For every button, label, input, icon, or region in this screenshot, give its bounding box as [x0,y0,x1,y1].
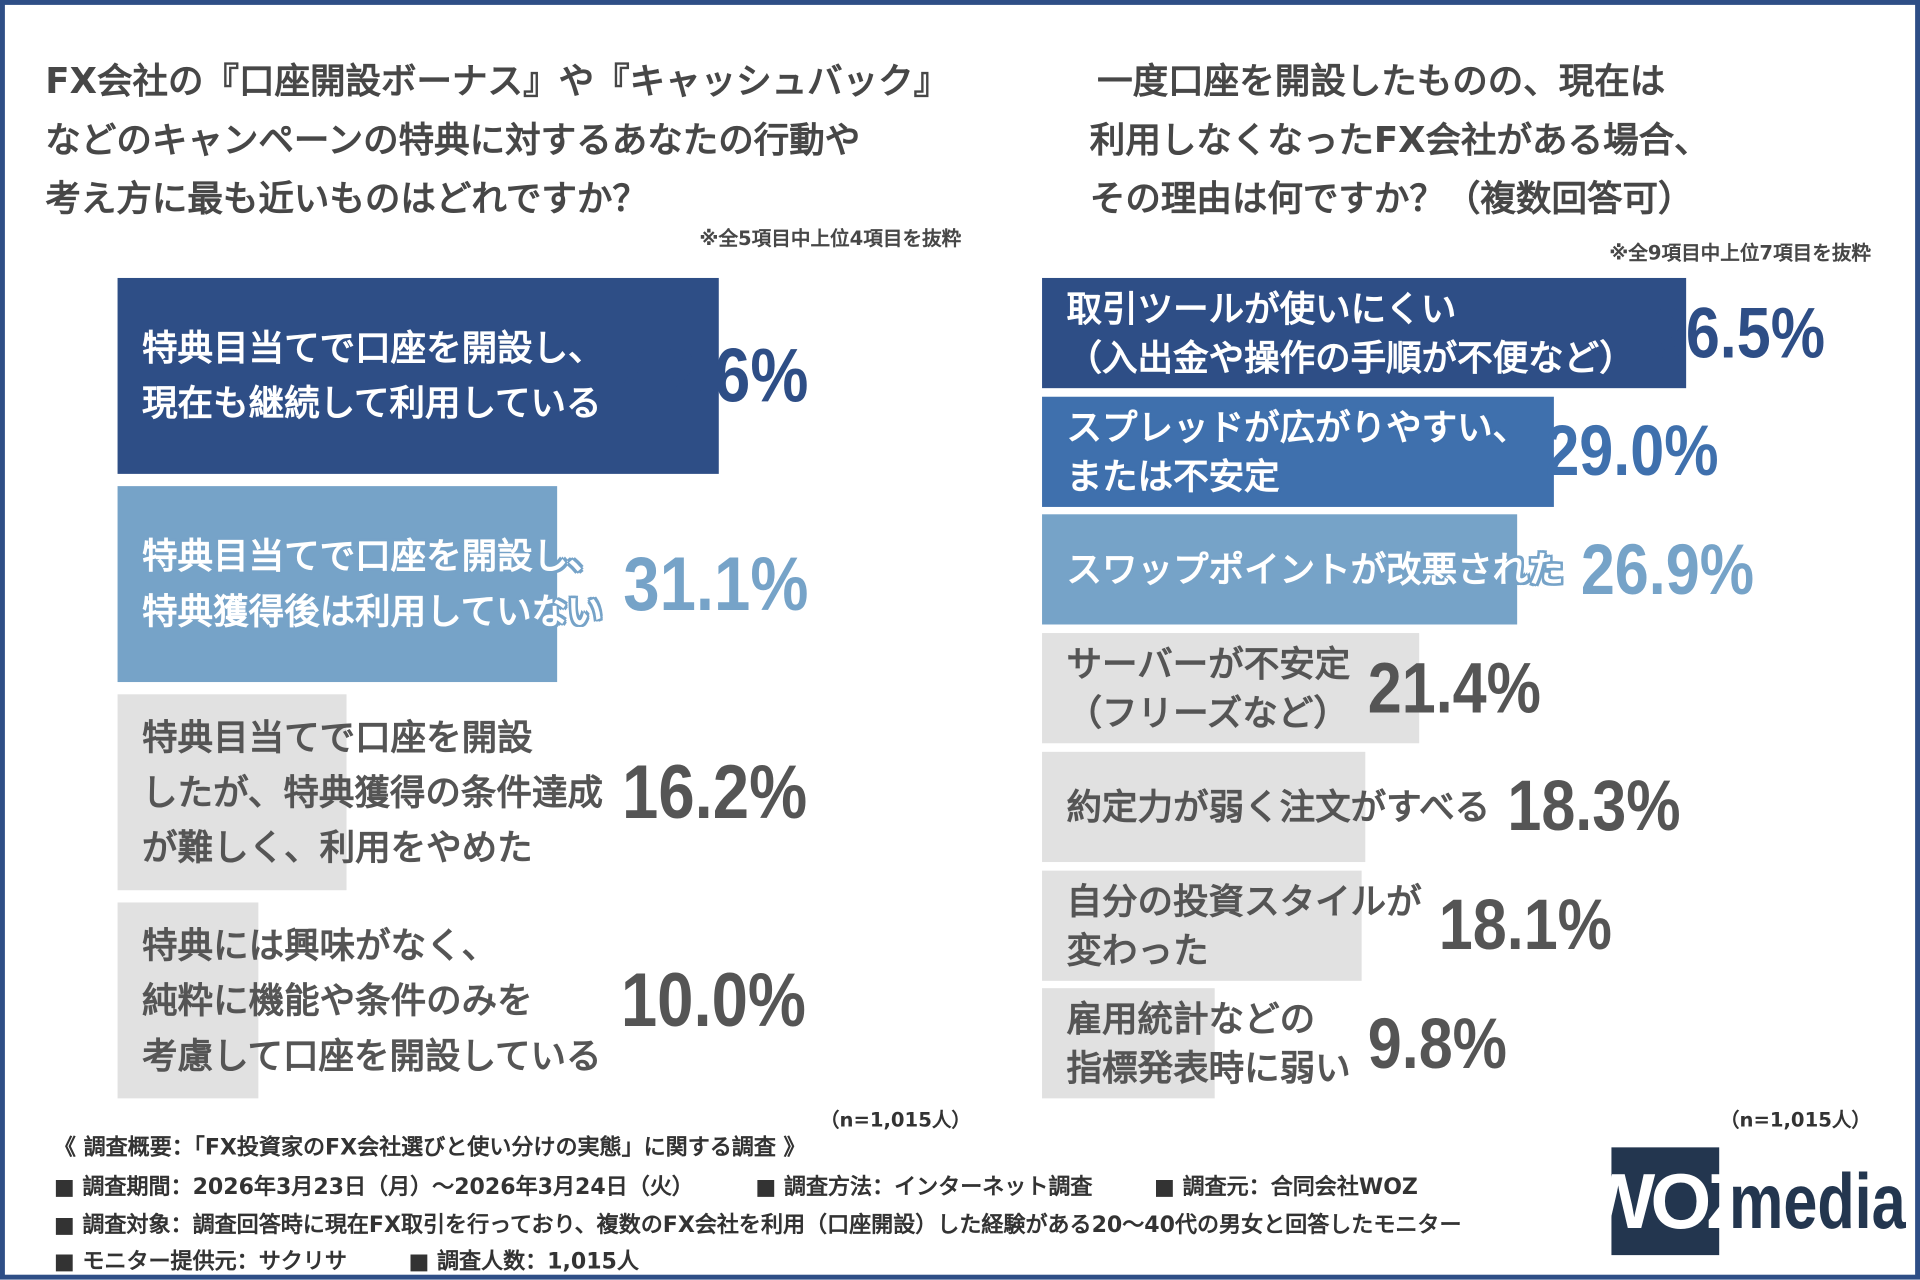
bar-row: 特典には興味がなく、 純粋に機能や条件のみを 考慮して口座を開設している 10.0% [117,902,837,1099]
right-sample-size: （n=1,015人） [1719,1108,1872,1132]
value-label: 10.0% [621,958,807,1043]
survey-count: ■ 調査人数：1,015人 [408,1248,639,1275]
title-line: 利用しなくなったFX会社がある場合、 [1089,118,1710,161]
value-label: 18.3% [1507,766,1681,847]
bar-label-line: 特典獲得後は利用していない [142,590,603,632]
value-label: 21.4% [1367,648,1541,729]
value-label: 9.8% [1367,1003,1508,1084]
bar [1042,988,1215,1099]
bar-label-line: 特典目当てで口座を開設 [142,715,533,758]
bar-label-line: スワップポイントが改悪された [1066,549,1564,591]
bar-label-line: 変わった [1066,928,1209,971]
logo-text: media [1728,1157,1906,1246]
left-chart-note: ※全5項目中上位4項目を抜粋 [699,226,962,250]
left-sample-size: （n=1,015人） [819,1108,972,1132]
bar-row: 特典目当てで口座を開設し、 現在も継続して利用している 42.6% [117,277,839,474]
bar-label-line: 指標発表時に弱い [1066,1047,1351,1089]
bar-label: 自分の投資スタイルが 変わった [1042,876,1422,974]
bar-label: 約定力が弱く注文がすべる [1042,782,1491,831]
bar-label-line: 雇用統計などの [1066,998,1316,1040]
value-label: 29.0% [1545,411,1719,492]
bar-label: スワップポイントが改悪された [1042,545,1564,594]
survey-method: ■ 調査方法：インターネット調査 [755,1174,1093,1201]
bar-label: 特典目当てで口座を開設したが、特典獲得の条件達成 が難しく、利用をやめた [118,710,603,875]
bar-label-line: サーバーが不安定 [1066,642,1351,685]
title-line: などのキャンペーンの特典に対するあなたの行動や [45,118,861,161]
title-line: 一度口座を開設したものの、現在は [1097,60,1666,102]
bar-label: 特典には興味がなく、 純粋に機能や条件のみを考慮して口座を開設している [118,918,602,1083]
bar-label-line: または不安定 [1066,455,1280,497]
bar-label-line: 特典目当てで口座を開設し、 [142,326,604,369]
logo-box: WOZ [1581,1147,1754,1256]
bar-label: サーバーが不安定 （フリーズなど） [1042,639,1351,737]
bar-label-line: 純粋に機能や条件のみを [142,978,533,1021]
survey-heading: 《 調査概要：「FX投資家のFX会社選びと使い分けの実態」に関する調査 》 [53,1135,806,1161]
bar-label-line: 考慮して口座を開設している [142,1034,602,1076]
left-chart-title: FX会社の『口座開設ボーナス』や『キャッシュバック』 などのキャンペーンの特典に… [45,51,949,227]
survey-row-1: ■ 調査期間：2026年3月23日（月）～2026年3月24日（火） ■ 調査方… [54,1169,1472,1201]
right-chart-note: ※全9項目中上位7項目を抜粋 [1609,241,1872,265]
survey-target: ■ 調査対象：調査回答時に現在FX取引を行っており、複数のFX会社を利用（口座開… [53,1212,1462,1238]
bar-label-line: スプレッドが広がりやすい、 [1066,406,1529,448]
value-label: 36.5% [1651,293,1826,373]
bar-row: スプレッドが広がりやすい、 または不安定 29.0% [1042,396,1747,507]
bar-label: スプレッドが広がりやすい、 または不安定 [1042,402,1529,500]
bar-row: 自分の投資スタイルが 変わった 18.1% [1042,870,1640,981]
survey-row-3: ■ モニター提供元：サクリサ ■ 調査人数：1,015人 [54,1244,693,1276]
survey-period: ■ 調査期間：2026年3月23日（月）～2026年3月24日（火） [53,1174,694,1201]
bar [1042,870,1362,981]
bar-label-line: （入出金や操作の手順が不便など） [1066,336,1635,379]
value-label: 18.1% [1438,885,1613,965]
bar [1042,396,1554,507]
bar-row: 雇用統計などの 指標発表時に弱い 9.8% [1042,988,1530,1099]
bar-label-line: 取引ツールが使いにくい [1066,287,1457,330]
bar [1042,751,1365,862]
bar-row: サーバーが不安定 （フリーズなど） 21.4% [1042,633,1569,744]
bar-label: 雇用統計などの 指標発表時に弱い [1042,995,1351,1093]
value-label: 42.6% [623,333,809,419]
bar-label-line: 現在も継続して利用している [142,382,602,424]
value-label: 26.9% [1580,530,1755,610]
bar-label: 取引ツールが使いにくい （入出金や操作の手順が不便など） [1042,284,1635,382]
bar-label-line: 約定力が弱く注文がすべる [1066,785,1491,828]
bar [1042,633,1420,744]
survey-provider: ■ モニター提供元：サクリサ [53,1248,347,1275]
value-label: 16.2% [622,750,808,835]
bar-label-line: 自分の投資スタイルが [1066,879,1422,922]
bar-row: スワップポイントが改悪された 26.9% [1042,514,1782,625]
bar-label-line: したが、特典獲得の条件達成 [142,770,603,813]
bar [117,902,259,1099]
bar-row: 取引ツールが使いにくい （入出金や操作の手順が不便など） 36.5% [1042,277,1853,389]
right-chart-title: 一度口座を開設したものの、現在は 利用しなくなったFX会社がある場合、 その理由… [1090,51,1710,227]
bar-label-line: が難しく、利用をやめた [142,825,533,868]
title-line: その理由は何ですか？（複数回答可） [1089,177,1694,220]
bar-label-line: （フリーズなど） [1066,691,1349,734]
survey-source: ■ 調査元：合同会社WOZ [1154,1174,1418,1201]
bar-row: 約定力が弱く注文がすべる 18.3% [1042,751,1709,862]
bar [117,694,347,891]
bar-label-line: 特典目当てで口座を開設し、 [142,535,604,577]
bar-row: 特典目当てで口座を開設し、 特典獲得後は利用していない 31.1% [117,486,839,683]
title-line: 考え方に最も近いものはどれですか？ [45,177,648,220]
title-line: FX会社の『口座開設ボーナス』や『キャッシュバック』 [45,60,950,102]
bar-label: 特典目当てで口座を開設し、 特典獲得後は利用していない [118,529,604,639]
bar-label-line: 特典には興味がなく、 [142,923,498,966]
woz-media-logo: WOZ media [1581,1147,1920,1256]
bar-label: 特典目当てで口座を開設し、 現在も継続して利用している [118,321,604,431]
value-label: 31.1% [623,541,809,627]
bar [117,277,719,474]
bar [117,486,557,683]
bar-row: 特典目当てで口座を開設 したが、特典獲得の条件達成 が難しく、利用をやめた 16.2% [117,694,838,891]
bar [1042,514,1517,625]
bar [1042,277,1687,389]
